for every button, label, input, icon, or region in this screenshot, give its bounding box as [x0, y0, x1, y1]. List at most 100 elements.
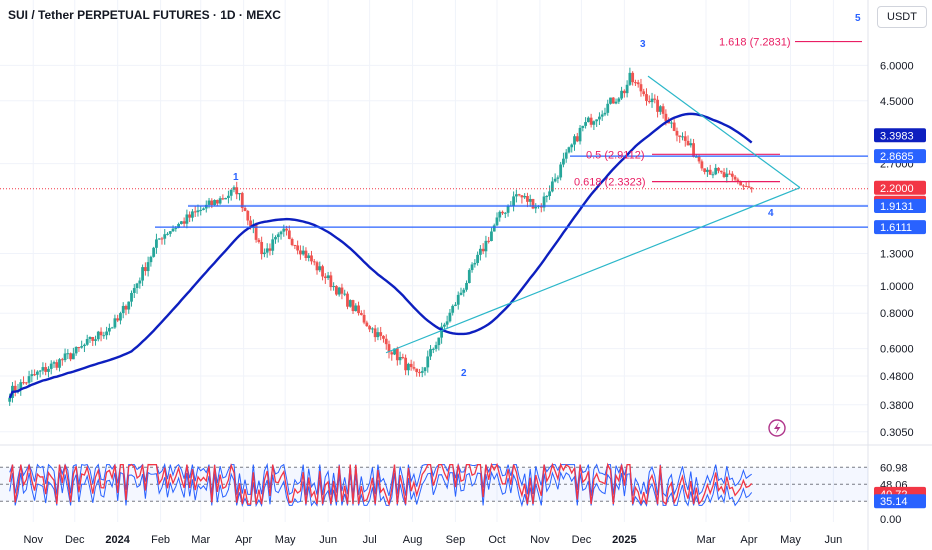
- candle-body: [229, 189, 233, 196]
- candle-body: [323, 276, 327, 279]
- candle-body: [52, 362, 56, 364]
- candle-body: [553, 178, 557, 182]
- currency-button[interactable]: USDT: [877, 6, 927, 28]
- candle-body: [157, 238, 161, 240]
- candle-body: [168, 231, 172, 234]
- candle-body: [387, 344, 391, 353]
- candle-body: [681, 136, 684, 138]
- candle-body: [329, 275, 333, 288]
- candle-body: [138, 280, 142, 284]
- candle-body: [221, 198, 225, 200]
- candle-body: [492, 225, 496, 232]
- candle-body: [567, 147, 571, 153]
- candle-body: [437, 337, 441, 346]
- candle-body: [149, 256, 153, 263]
- candle-body: [179, 221, 183, 224]
- candle-body: [506, 206, 510, 213]
- time-axis[interactable]: Nov Dec 2024 Feb Mar Apr May Jun Jul Aug Sep Oct Nov…: [23, 534, 842, 546]
- candle-body: [210, 200, 214, 206]
- candle-body: [74, 347, 78, 354]
- candle-body: [550, 181, 554, 192]
- wave-label-2: 2: [461, 368, 467, 379]
- candle-body: [448, 312, 452, 322]
- time-label: Feb: [151, 534, 170, 546]
- candle-body: [163, 234, 167, 239]
- candle-body: [135, 283, 139, 289]
- candle-body: [88, 337, 92, 340]
- candle-body: [722, 172, 726, 178]
- time-label: Nov: [530, 534, 550, 546]
- candle-body: [406, 363, 410, 371]
- candle-body: [717, 167, 720, 171]
- candle-body: [465, 282, 468, 290]
- candle-body: [49, 363, 53, 369]
- candle-body: [487, 240, 491, 242]
- candle-body: [105, 331, 108, 336]
- candle-body: [335, 286, 338, 295]
- candle-body: [719, 170, 723, 173]
- candle-body: [423, 367, 427, 372]
- time-label: Jun: [825, 534, 843, 546]
- candle-body: [166, 233, 169, 235]
- candle-body: [733, 176, 737, 180]
- candle-body: [107, 328, 111, 332]
- candle-body: [578, 127, 582, 142]
- price-badge: [874, 180, 926, 195]
- candle-body: [185, 214, 189, 224]
- candle-body: [171, 228, 175, 232]
- candle-body: [33, 374, 37, 376]
- time-label: Nov: [23, 534, 43, 546]
- candle-body: [130, 292, 133, 302]
- candle-body: [445, 321, 449, 325]
- candle-body: [218, 198, 222, 204]
- candle-body: [238, 193, 241, 195]
- candle-body: [365, 322, 369, 327]
- candle-body: [689, 143, 693, 146]
- candle-body: [409, 363, 413, 368]
- candle-body: [257, 239, 261, 242]
- time-label: May: [780, 534, 801, 546]
- candle-body: [268, 248, 272, 251]
- candle-body: [91, 337, 95, 341]
- price-tick: 1.0000: [880, 281, 914, 293]
- candle-body: [146, 262, 150, 272]
- candle-body: [196, 210, 200, 213]
- price-badge: [874, 198, 926, 213]
- price-tick: 6.0000: [880, 60, 914, 72]
- candle-body: [742, 185, 745, 187]
- fib-label: 0.5 (2.9112): [586, 149, 645, 161]
- price-axis[interactable]: 6.00004.50002.70001.30001.00000.80000.60…: [874, 60, 926, 526]
- candle-body: [215, 200, 219, 204]
- rsi-line: [9, 462, 753, 507]
- chart-title: SUI / Tether PERPETUAL FUTURES · 1D · ME…: [8, 8, 281, 22]
- candle-body: [8, 397, 12, 402]
- candle-body: [686, 140, 690, 146]
- candle-body: [401, 357, 405, 359]
- lightning-icon[interactable]: [768, 419, 786, 437]
- candle-body: [110, 327, 114, 329]
- candle-body: [523, 195, 527, 198]
- candle-body: [85, 339, 89, 345]
- time-label: Dec: [572, 534, 592, 546]
- candle-body: [545, 196, 549, 198]
- candle-body: [274, 237, 277, 240]
- candle-body: [495, 217, 499, 226]
- price-badge: [874, 220, 926, 235]
- candle-body: [301, 250, 305, 255]
- candle-body: [470, 264, 474, 271]
- wave-label-3: 3: [640, 39, 646, 50]
- candle-body: [296, 245, 300, 251]
- candle-body: [351, 300, 355, 312]
- candle-body: [584, 122, 587, 126]
- candle-body: [174, 227, 178, 229]
- time-label: Jun: [319, 534, 337, 546]
- candle-body: [631, 72, 635, 83]
- candle-body: [730, 173, 734, 177]
- rsi-pane: [0, 462, 868, 508]
- candle-body: [102, 335, 106, 337]
- wave-label-1: 1: [233, 172, 239, 183]
- candle-body: [512, 196, 516, 206]
- candle-body: [340, 287, 344, 294]
- candle-body: [564, 152, 568, 159]
